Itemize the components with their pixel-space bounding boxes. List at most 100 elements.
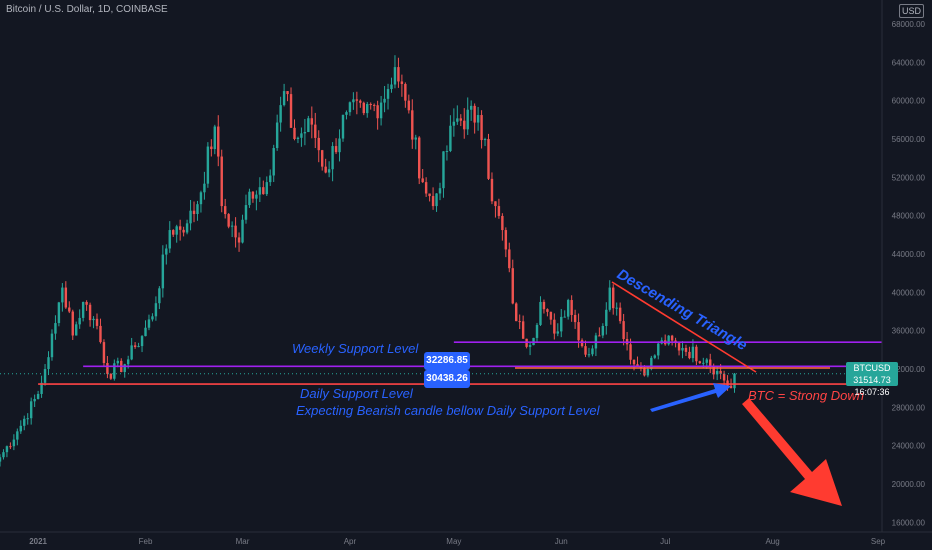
candle-body xyxy=(553,319,556,334)
candle-body xyxy=(345,112,348,115)
x-tick-label: Sep xyxy=(871,537,886,546)
candle-body xyxy=(577,322,580,341)
candle-body xyxy=(92,318,95,321)
candle-body xyxy=(681,347,684,351)
candle-body xyxy=(248,191,251,206)
candle-body xyxy=(78,317,81,325)
candle-body xyxy=(182,229,185,233)
candle-body xyxy=(5,446,9,453)
candle-body xyxy=(397,67,400,82)
candle-body xyxy=(57,302,61,324)
time-axis[interactable]: 2021 Feb Mar Apr May Jun Jul Aug Sep xyxy=(0,531,932,546)
candle-body xyxy=(518,321,521,323)
y-tick-label: 68000.00 xyxy=(892,20,926,29)
candle-body xyxy=(573,314,577,323)
candle-body xyxy=(719,370,722,374)
x-tick-label: Apr xyxy=(344,537,357,546)
candle-body xyxy=(258,187,262,195)
candle-body xyxy=(414,137,417,140)
candle-body xyxy=(106,363,109,374)
candle-body xyxy=(695,346,698,362)
candle-body xyxy=(372,104,376,106)
candle-body xyxy=(366,104,369,114)
candle-body xyxy=(705,359,708,363)
candle-body xyxy=(684,347,688,352)
candle-body xyxy=(154,303,158,317)
candle-body xyxy=(407,100,411,111)
candle-body xyxy=(327,169,331,173)
candle-body xyxy=(508,249,511,269)
candle-body xyxy=(227,214,230,227)
y-tick-label: 48000.00 xyxy=(892,212,926,221)
candle-body xyxy=(113,363,116,379)
candle-body xyxy=(421,178,424,183)
candle-body xyxy=(203,183,206,193)
candle-body xyxy=(192,210,196,215)
x-tick-labels: 2021 Feb Mar Apr May Jun Jul Aug Sep xyxy=(29,537,885,546)
ticker-countdown: 16:07:36 xyxy=(854,387,890,397)
candle-body xyxy=(178,226,182,230)
candle-body xyxy=(161,254,165,289)
candle-body xyxy=(81,301,85,318)
candle-body xyxy=(175,226,178,235)
candle-body xyxy=(587,354,591,356)
candle-body xyxy=(393,67,397,85)
price-axis[interactable]: 16000.00 20000.00 24000.00 28000.00 32000.00… xyxy=(881,0,932,532)
candle-body xyxy=(715,370,719,375)
candle-body xyxy=(40,382,43,394)
candle-body xyxy=(196,204,199,215)
candle-body xyxy=(476,115,480,123)
candle-body xyxy=(612,287,615,309)
candle-body xyxy=(556,331,560,334)
candle-body xyxy=(262,187,265,195)
candle-body xyxy=(456,118,459,122)
candle-body xyxy=(75,324,78,336)
candle-body xyxy=(646,369,650,376)
candle-body xyxy=(629,344,632,360)
candle-body xyxy=(362,102,365,114)
weekly-support-label: Weekly Support Level xyxy=(292,341,419,356)
triangle-upper-line[interactable] xyxy=(611,281,757,373)
candle-body xyxy=(282,91,286,106)
candle-body xyxy=(469,105,473,110)
candle-body xyxy=(497,206,501,216)
candle-body xyxy=(591,348,594,355)
btc-strong-down-label: BTC = Strong Down xyxy=(748,388,864,403)
candle-body xyxy=(390,84,393,90)
candle-body xyxy=(64,287,68,308)
candle-body xyxy=(539,301,542,325)
chart-title: Bitcoin / U.S. Dollar, 1D, COINBASE xyxy=(6,4,168,15)
candle-body xyxy=(466,109,469,130)
candle-body xyxy=(501,215,504,231)
ticker-symbol: BTCUSD xyxy=(853,363,891,373)
candle-body xyxy=(348,102,352,113)
weekly-level-tag: 32286.85 xyxy=(424,352,470,370)
candle-body xyxy=(445,151,449,153)
candle-body xyxy=(566,300,570,317)
candle-body xyxy=(670,335,674,341)
candle-body xyxy=(331,146,334,170)
candle-body xyxy=(726,380,729,386)
candle-body xyxy=(85,301,88,305)
candle-body xyxy=(733,373,736,389)
candle-body xyxy=(504,230,508,250)
candle-body xyxy=(459,118,462,121)
candle-body xyxy=(137,346,140,348)
candle-body xyxy=(379,102,383,119)
candle-body xyxy=(435,193,438,207)
currency-badge[interactable]: USD xyxy=(898,4,924,18)
candle-body xyxy=(677,343,681,351)
candle-body xyxy=(598,335,601,337)
candle-body xyxy=(123,364,126,373)
candle-body xyxy=(487,138,490,179)
candle-body xyxy=(521,321,525,339)
candle-body xyxy=(317,137,320,151)
y-tick-label: 24000.00 xyxy=(892,442,926,451)
candle-body xyxy=(483,138,487,141)
candle-body xyxy=(307,118,310,133)
candle-body xyxy=(490,178,494,202)
candle-body xyxy=(712,366,715,375)
candle-body xyxy=(130,345,133,360)
candle-body xyxy=(334,146,338,153)
